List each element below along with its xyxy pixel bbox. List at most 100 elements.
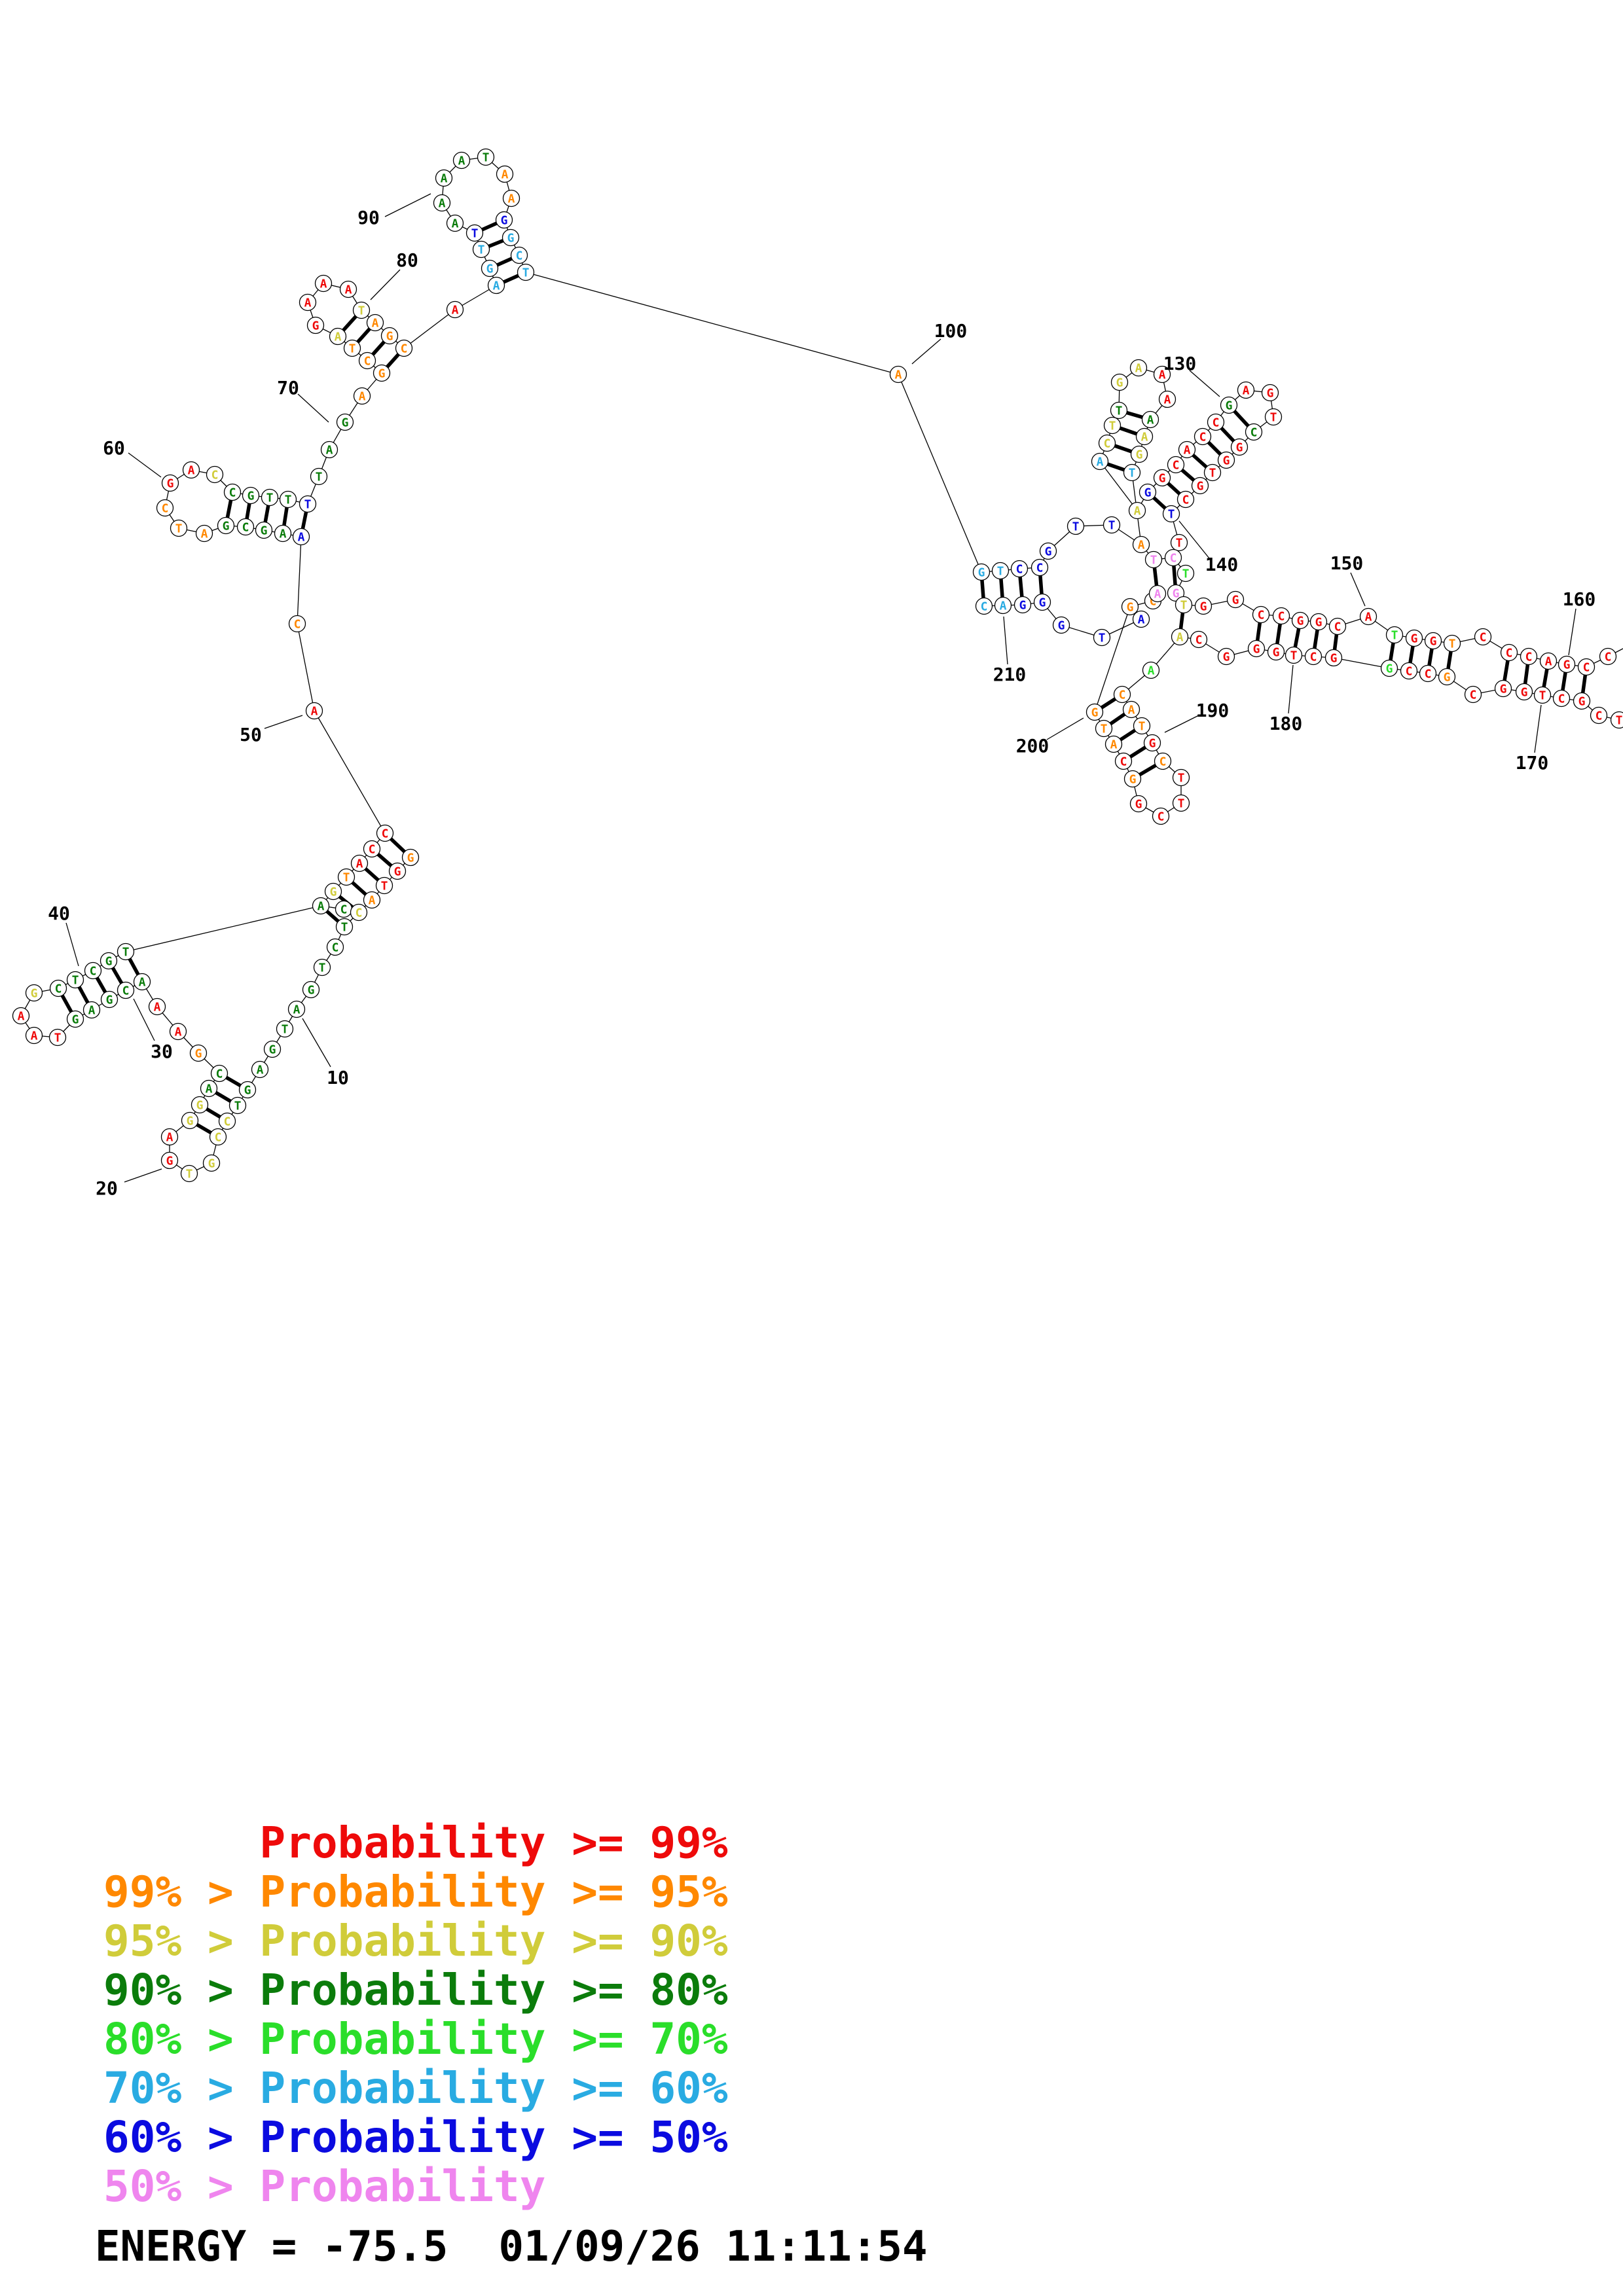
nucleotide-node — [1438, 668, 1456, 686]
nucleotide-letter: C — [1258, 608, 1265, 622]
nucleotide-letter: C — [216, 1067, 223, 1081]
label-leader-line — [264, 715, 303, 729]
nucleotide-node — [1400, 662, 1418, 680]
nucleotide-node — [1030, 558, 1049, 577]
nucleotide-node — [191, 1096, 209, 1114]
nucleotide-node — [1129, 795, 1148, 813]
nucleotide-letter: T — [1150, 553, 1158, 567]
nucleotide-node — [263, 1040, 282, 1058]
nucleotide-letter: G — [167, 476, 174, 490]
nucleotide-letter: T — [349, 342, 356, 355]
nucleotide-node — [1380, 659, 1398, 677]
nucleotide-node — [305, 702, 323, 720]
backbone-link — [1099, 461, 1138, 511]
nucleotide-node — [181, 1111, 199, 1130]
nucleotide-letter: C — [369, 842, 376, 856]
nucleotide-letter: C — [1150, 594, 1157, 608]
nucleotide-letter: A — [166, 1130, 173, 1144]
nucleotide-node — [200, 1079, 218, 1098]
nucleotide-node — [1247, 639, 1266, 658]
nucleotide-letter: G — [1045, 545, 1052, 558]
nucleotide-letter: C — [294, 617, 301, 631]
nucleotide-letter: A — [304, 296, 312, 310]
backbone-link — [1333, 657, 1390, 669]
nucleotide-letter: A — [335, 330, 342, 344]
nucleotide-node — [363, 891, 381, 909]
nucleotide-node — [1194, 597, 1213, 615]
nucleotide-letter: G — [247, 489, 255, 503]
nucleotide-node — [1194, 427, 1212, 446]
nucleotide-node — [206, 465, 224, 484]
label-leader-line — [1178, 520, 1210, 559]
nucleotide-node — [1515, 683, 1533, 701]
nucleotide-letter: T — [1108, 518, 1116, 532]
nucleotide-node — [156, 499, 174, 517]
label-leader-line — [1046, 717, 1084, 740]
legend-row: 70% > Probability >= 60% — [103, 2063, 728, 2113]
nucleotide-node — [66, 1010, 84, 1028]
nucleotide-letter: C — [215, 1130, 222, 1144]
nucleotide-letter: C — [1182, 493, 1190, 507]
nucleotide-node — [133, 973, 151, 991]
legend-row: 60% > Probability >= 50% — [103, 2112, 728, 2162]
nucleotide-letter: G — [1197, 479, 1204, 493]
label-leader-line — [124, 1168, 162, 1183]
nucleotide-node — [160, 1151, 179, 1170]
nucleotide-letter: G — [1116, 376, 1123, 389]
nucleotide-letter: A — [1154, 587, 1161, 601]
position-label: 210 — [993, 664, 1027, 685]
nucleotide-node — [376, 824, 394, 842]
nucleotide-node — [1172, 794, 1190, 812]
nucleotide-node — [363, 840, 381, 858]
nucleotide-node — [1153, 365, 1171, 384]
nucleotide-letter: T — [1616, 713, 1623, 727]
nucleotide-letter: A — [298, 530, 305, 544]
nucleotide-node — [1085, 703, 1104, 721]
nucleotide-node — [435, 169, 453, 187]
position-label: 50 — [240, 724, 262, 745]
nucleotide-letter: A — [458, 154, 465, 168]
position-label: 30 — [151, 1041, 173, 1062]
nucleotide-letter: A — [356, 857, 363, 870]
nucleotide-node — [148, 997, 166, 1016]
nucleotide-letter: C — [1250, 425, 1258, 439]
nucleotide-letter: C — [364, 354, 371, 368]
nucleotide-node — [1424, 632, 1442, 650]
nucleotide-letter: A — [1135, 361, 1142, 375]
nucleotide-node — [1190, 630, 1208, 649]
nucleotide-letter: A — [439, 196, 446, 210]
nucleotide-letter: G — [1444, 670, 1451, 684]
nucleotide-node — [1220, 396, 1238, 414]
nucleotide-letter: A — [139, 975, 146, 989]
nucleotide-letter: G — [105, 954, 113, 968]
nucleotide-node — [1226, 590, 1245, 609]
nucleotide-node — [401, 848, 420, 867]
nucleotide-letter: G — [1091, 706, 1099, 719]
nucleotide-node — [1091, 452, 1109, 471]
nucleotide-letter: C — [1199, 430, 1207, 444]
nucleotide-node — [210, 1064, 228, 1083]
label-leader-line — [297, 393, 329, 423]
nucleotide-node — [1103, 516, 1121, 534]
nucleotide-node — [1405, 629, 1423, 647]
legend-row: 95% > Probability >= 90% — [103, 1916, 728, 1966]
nucleotide-node — [337, 868, 356, 886]
nucleotide-letter: C — [1104, 437, 1111, 450]
position-label: 90 — [357, 207, 380, 228]
nucleotide-letter: G — [72, 1013, 79, 1026]
nucleotide-node — [1113, 685, 1131, 704]
nucleotide-letter: G — [1236, 440, 1243, 454]
nucleotide-node — [1148, 584, 1167, 603]
nucleotide-letter: T — [186, 1167, 193, 1181]
nucleotide-letter: G — [1058, 619, 1065, 632]
nucleotide-letter: A — [326, 443, 333, 457]
nucleotide-node — [1573, 692, 1591, 710]
nucleotide-letter: A — [318, 899, 325, 913]
nucleotide-letter: G — [166, 1154, 173, 1168]
nucleotide-node — [242, 486, 260, 505]
nucleotide-letter: A — [1110, 738, 1118, 751]
nucleotide-letter: T — [316, 470, 323, 484]
nucleotide-letter: G — [244, 1083, 251, 1097]
nucleotide-node — [66, 971, 84, 989]
nucleotide-node — [160, 1128, 179, 1146]
